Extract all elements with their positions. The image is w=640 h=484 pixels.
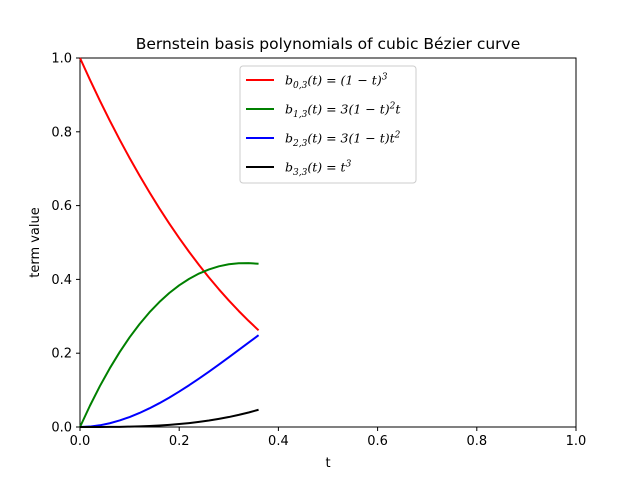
series-line-2 — [79, 334, 260, 428]
series-line-3 — [80, 408, 259, 428]
x-tick-label: 1.0 — [566, 434, 587, 449]
x-tick-label: 0.2 — [169, 434, 190, 449]
x-tick-label: 0.8 — [466, 434, 487, 449]
legend-label-0: b0,3(t) = (1 − t)3 — [285, 73, 388, 92]
y-tick-label: 0.0 — [51, 421, 72, 436]
series-line-1 — [79, 262, 259, 428]
series-line-0 — [79, 57, 260, 332]
y-tick-label: 0.6 — [51, 199, 72, 214]
legend-items: b0,3(t) = (1 − t)3 b1,3(t) = 3(1 − t)2t b2… — [246, 73, 401, 179]
x-tick-label: 0.6 — [367, 434, 388, 449]
x-axis-label: t — [325, 456, 330, 471]
legend-label-1: b1,3(t) = 3(1 − t)2t — [285, 102, 401, 121]
legend-label-2: b2,3(t) = 3(1 − t)t2 — [285, 131, 401, 150]
legend-label-3: b3,3(t) = t3 — [285, 160, 352, 179]
y-tick-label: 1.0 — [51, 52, 72, 67]
legend: b0,3(t) = (1 − t)3 b1,3(t) = 3(1 − t)2t b2… — [239, 65, 417, 184]
x-axis: 0.0 0.2 0.4 0.6 0.8 1.0 — [70, 427, 587, 449]
legend-frame — [239, 65, 417, 184]
chart-title: Bernstein basis polynomials of cubic Béz… — [136, 35, 521, 53]
y-axis: 0.0 0.2 0.4 0.6 0.8 1.0 — [51, 52, 80, 436]
y-tick-label: 0.4 — [51, 273, 72, 288]
x-tick-label: 0.4 — [268, 434, 289, 449]
y-tick-label: 0.8 — [51, 125, 72, 140]
x-tick-label: 0.0 — [70, 434, 91, 449]
y-axis-label: term value — [28, 207, 43, 278]
y-tick-label: 0.2 — [51, 347, 72, 362]
series-layer — [79, 57, 260, 428]
